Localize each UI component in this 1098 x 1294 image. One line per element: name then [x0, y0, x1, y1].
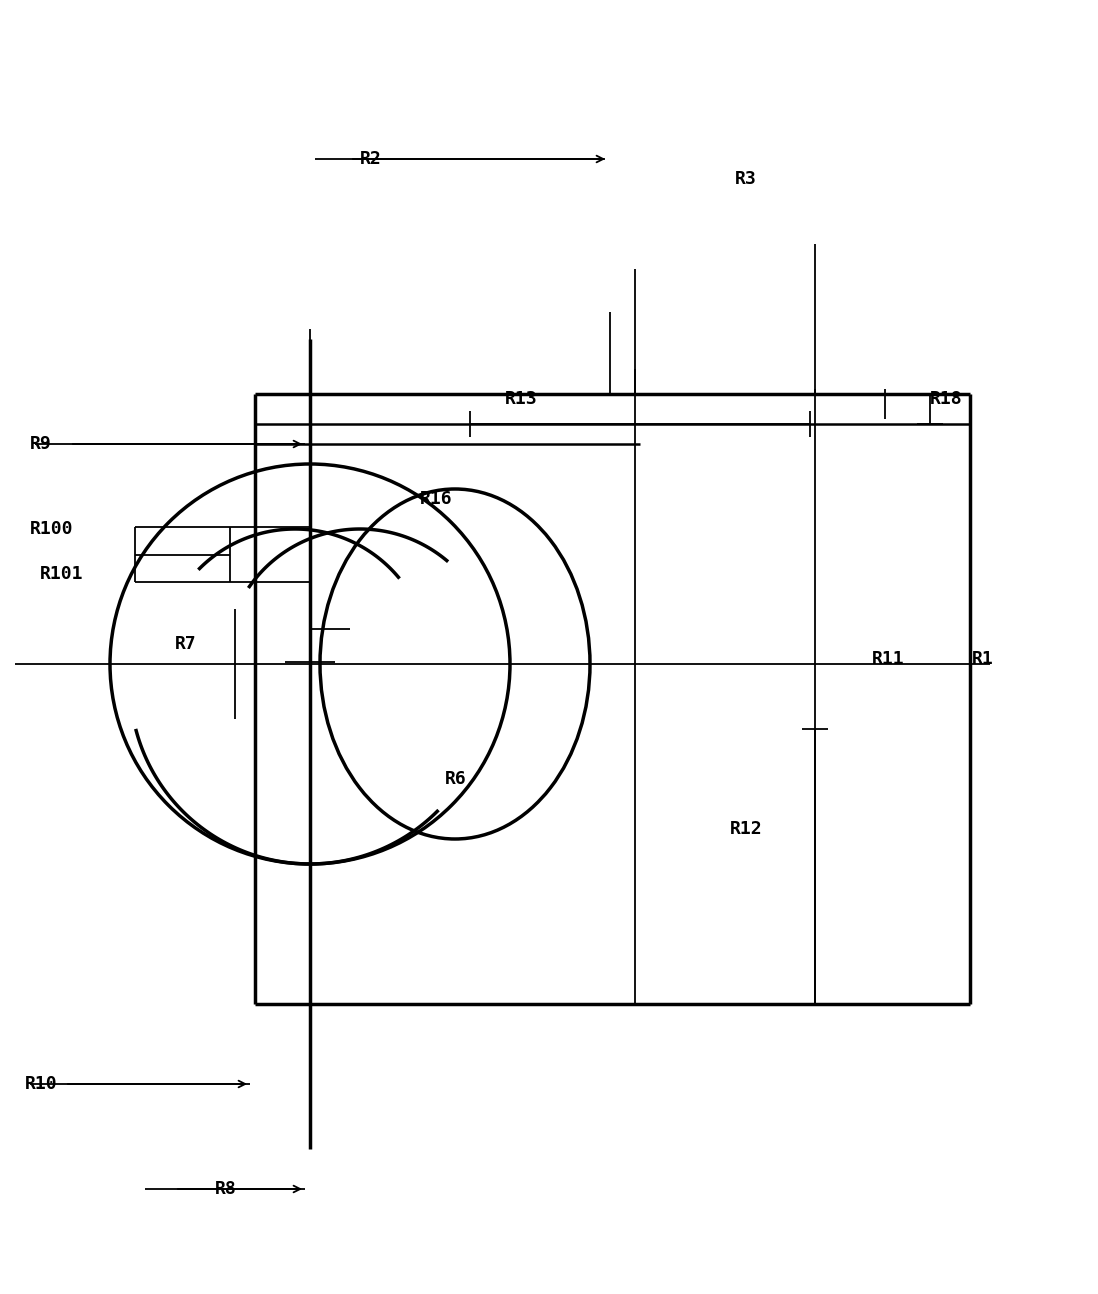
Text: R13: R13: [505, 389, 538, 408]
Text: R1: R1: [972, 650, 994, 668]
Text: R2: R2: [360, 150, 382, 168]
Text: R101: R101: [40, 565, 83, 584]
Text: R3: R3: [735, 170, 757, 188]
Text: R100: R100: [30, 520, 74, 538]
Text: R10: R10: [25, 1075, 57, 1093]
Text: R8: R8: [215, 1180, 237, 1198]
Text: R16: R16: [421, 490, 452, 509]
Text: R18: R18: [930, 389, 963, 408]
Text: R11: R11: [872, 650, 905, 668]
Text: R6: R6: [445, 770, 467, 788]
Text: R9: R9: [30, 435, 52, 453]
Text: R12: R12: [730, 820, 763, 839]
Text: R7: R7: [175, 635, 197, 653]
